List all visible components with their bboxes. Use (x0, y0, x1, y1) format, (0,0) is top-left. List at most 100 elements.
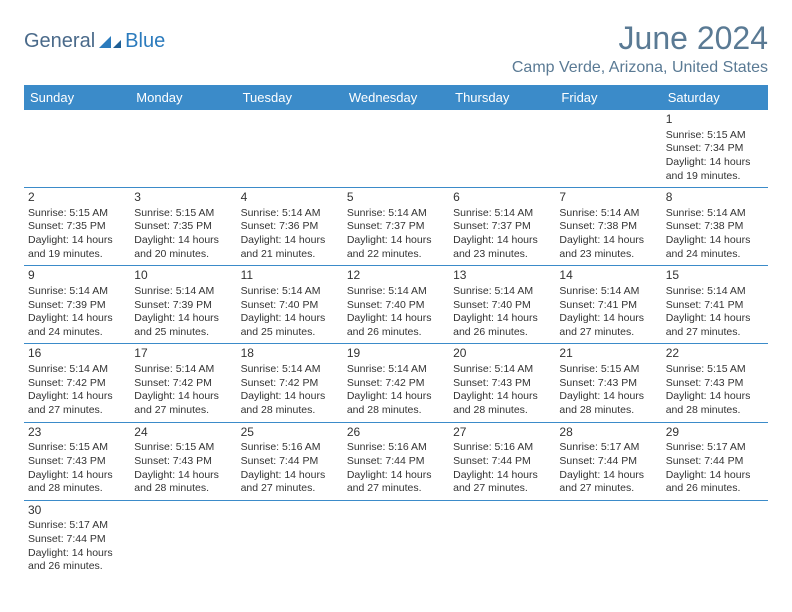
sunset-text: Sunset: 7:38 PM (666, 220, 764, 234)
calendar-day-cell: 18Sunrise: 5:14 AMSunset: 7:42 PMDayligh… (237, 344, 343, 422)
sunrise-text: Sunrise: 5:15 AM (134, 207, 232, 221)
calendar-day-cell: 11Sunrise: 5:14 AMSunset: 7:40 PMDayligh… (237, 266, 343, 344)
daylight-text: Daylight: 14 hours (28, 390, 126, 404)
sunset-text: Sunset: 7:34 PM (666, 142, 764, 156)
sunrise-text: Sunrise: 5:14 AM (559, 207, 657, 221)
weekday-header: Thursday (449, 85, 555, 110)
calendar-day-cell: 16Sunrise: 5:14 AMSunset: 7:42 PMDayligh… (24, 344, 130, 422)
day-number: 10 (134, 268, 232, 284)
daylight-text: and 28 minutes. (134, 482, 232, 496)
calendar-week-row: 16Sunrise: 5:14 AMSunset: 7:42 PMDayligh… (24, 344, 768, 422)
calendar-day-cell: 7Sunrise: 5:14 AMSunset: 7:38 PMDaylight… (555, 188, 661, 266)
day-number: 15 (666, 268, 764, 284)
calendar-week-row: 2Sunrise: 5:15 AMSunset: 7:35 PMDaylight… (24, 188, 768, 266)
daylight-text: Daylight: 14 hours (28, 312, 126, 326)
day-number: 29 (666, 425, 764, 441)
daylight-text: Daylight: 14 hours (559, 312, 657, 326)
day-number: 18 (241, 346, 339, 362)
calendar-day-cell: 1Sunrise: 5:15 AMSunset: 7:34 PMDaylight… (662, 110, 768, 188)
daylight-text: and 27 minutes. (134, 404, 232, 418)
daylight-text: Daylight: 14 hours (559, 234, 657, 248)
daylight-text: Daylight: 14 hours (453, 390, 551, 404)
sunset-text: Sunset: 7:38 PM (559, 220, 657, 234)
daylight-text: and 20 minutes. (134, 248, 232, 262)
sunset-text: Sunset: 7:35 PM (28, 220, 126, 234)
daylight-text: Daylight: 14 hours (559, 469, 657, 483)
logo-text-general: General (24, 30, 95, 53)
sunrise-text: Sunrise: 5:15 AM (666, 129, 764, 143)
sunrise-text: Sunrise: 5:17 AM (28, 519, 126, 533)
sunset-text: Sunset: 7:40 PM (347, 299, 445, 313)
page-title: June 2024 (512, 20, 768, 57)
calendar-day-cell: 8Sunrise: 5:14 AMSunset: 7:38 PMDaylight… (662, 188, 768, 266)
calendar-week-row: 23Sunrise: 5:15 AMSunset: 7:43 PMDayligh… (24, 422, 768, 500)
day-number: 4 (241, 190, 339, 206)
daylight-text: Daylight: 14 hours (28, 234, 126, 248)
calendar-day-cell: 5Sunrise: 5:14 AMSunset: 7:37 PMDaylight… (343, 188, 449, 266)
sunrise-text: Sunrise: 5:15 AM (559, 363, 657, 377)
day-number: 23 (28, 425, 126, 441)
day-number: 16 (28, 346, 126, 362)
day-number: 27 (453, 425, 551, 441)
sunset-text: Sunset: 7:43 PM (559, 377, 657, 391)
day-number: 1 (666, 112, 764, 128)
calendar-day-cell (24, 110, 130, 188)
sunrise-text: Sunrise: 5:16 AM (453, 441, 551, 455)
daylight-text: and 27 minutes. (666, 326, 764, 340)
calendar-day-cell (343, 110, 449, 188)
day-number: 26 (347, 425, 445, 441)
daylight-text: Daylight: 14 hours (134, 312, 232, 326)
sunset-text: Sunset: 7:43 PM (453, 377, 551, 391)
sunset-text: Sunset: 7:39 PM (134, 299, 232, 313)
daylight-text: Daylight: 14 hours (241, 390, 339, 404)
sunrise-text: Sunrise: 5:14 AM (347, 285, 445, 299)
sunset-text: Sunset: 7:36 PM (241, 220, 339, 234)
calendar-day-cell (449, 500, 555, 578)
daylight-text: and 27 minutes. (453, 482, 551, 496)
daylight-text: and 26 minutes. (453, 326, 551, 340)
daylight-text: Daylight: 14 hours (666, 390, 764, 404)
day-number: 30 (28, 503, 126, 519)
day-number: 2 (28, 190, 126, 206)
sunrise-text: Sunrise: 5:14 AM (28, 363, 126, 377)
sunrise-text: Sunrise: 5:14 AM (241, 363, 339, 377)
sunset-text: Sunset: 7:44 PM (559, 455, 657, 469)
calendar-day-cell: 27Sunrise: 5:16 AMSunset: 7:44 PMDayligh… (449, 422, 555, 500)
calendar-day-cell: 20Sunrise: 5:14 AMSunset: 7:43 PMDayligh… (449, 344, 555, 422)
sunrise-text: Sunrise: 5:14 AM (453, 363, 551, 377)
daylight-text: Daylight: 14 hours (347, 469, 445, 483)
calendar-day-cell: 14Sunrise: 5:14 AMSunset: 7:41 PMDayligh… (555, 266, 661, 344)
sunrise-text: Sunrise: 5:14 AM (28, 285, 126, 299)
daylight-text: and 26 minutes. (28, 560, 126, 574)
daylight-text: Daylight: 14 hours (453, 312, 551, 326)
calendar-week-row: 30Sunrise: 5:17 AMSunset: 7:44 PMDayligh… (24, 500, 768, 578)
calendar-day-cell (130, 500, 236, 578)
day-number: 14 (559, 268, 657, 284)
calendar-day-cell: 12Sunrise: 5:14 AMSunset: 7:40 PMDayligh… (343, 266, 449, 344)
calendar-day-cell: 15Sunrise: 5:14 AMSunset: 7:41 PMDayligh… (662, 266, 768, 344)
sunrise-text: Sunrise: 5:15 AM (134, 441, 232, 455)
page-header: General Blue June 2024 Camp Verde, Arizo… (24, 20, 768, 77)
sunset-text: Sunset: 7:42 PM (134, 377, 232, 391)
sunset-text: Sunset: 7:44 PM (28, 533, 126, 547)
calendar-day-cell: 6Sunrise: 5:14 AMSunset: 7:37 PMDaylight… (449, 188, 555, 266)
daylight-text: and 26 minutes. (347, 326, 445, 340)
calendar-day-cell: 23Sunrise: 5:15 AMSunset: 7:43 PMDayligh… (24, 422, 130, 500)
calendar-day-cell: 19Sunrise: 5:14 AMSunset: 7:42 PMDayligh… (343, 344, 449, 422)
calendar-day-cell: 26Sunrise: 5:16 AMSunset: 7:44 PMDayligh… (343, 422, 449, 500)
sunrise-text: Sunrise: 5:14 AM (134, 285, 232, 299)
sunrise-text: Sunrise: 5:15 AM (666, 363, 764, 377)
calendar-day-cell (449, 110, 555, 188)
weekday-header: Saturday (662, 85, 768, 110)
sunset-text: Sunset: 7:37 PM (347, 220, 445, 234)
day-number: 5 (347, 190, 445, 206)
sunset-text: Sunset: 7:44 PM (241, 455, 339, 469)
sunrise-text: Sunrise: 5:16 AM (347, 441, 445, 455)
logo-text-blue: Blue (125, 30, 165, 53)
sunset-text: Sunset: 7:44 PM (453, 455, 551, 469)
sunset-text: Sunset: 7:41 PM (666, 299, 764, 313)
calendar-day-cell: 9Sunrise: 5:14 AMSunset: 7:39 PMDaylight… (24, 266, 130, 344)
daylight-text: Daylight: 14 hours (666, 234, 764, 248)
daylight-text: Daylight: 14 hours (134, 469, 232, 483)
sunrise-text: Sunrise: 5:14 AM (134, 363, 232, 377)
